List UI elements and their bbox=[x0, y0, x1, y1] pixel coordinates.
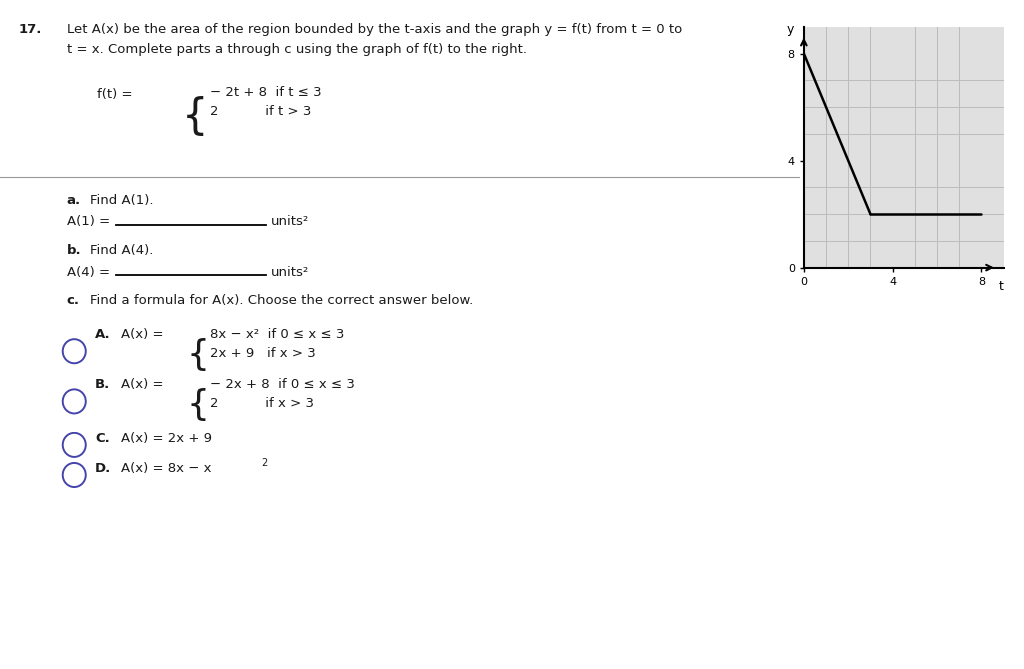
Text: y: y bbox=[786, 23, 795, 36]
Text: 17.: 17. bbox=[18, 23, 42, 36]
Text: a.: a. bbox=[67, 194, 81, 207]
Text: t = x. Complete parts a through c using the graph of f(t) to the right.: t = x. Complete parts a through c using … bbox=[67, 43, 526, 56]
Text: 8x − x²  if 0 ≤ x ≤ 3: 8x − x² if 0 ≤ x ≤ 3 bbox=[210, 328, 344, 341]
Text: A(4) =: A(4) = bbox=[67, 266, 114, 278]
Text: 2: 2 bbox=[261, 458, 267, 468]
Text: A.: A. bbox=[95, 328, 111, 341]
Text: 2x + 9   if x > 3: 2x + 9 if x > 3 bbox=[210, 347, 315, 359]
Text: 2           if x > 3: 2 if x > 3 bbox=[210, 397, 314, 409]
Text: Find A(4).: Find A(4). bbox=[90, 244, 154, 257]
Text: b.: b. bbox=[67, 244, 81, 257]
Text: c.: c. bbox=[67, 294, 80, 307]
Text: A(1) =: A(1) = bbox=[67, 215, 114, 228]
Text: − 2x + 8  if 0 ≤ x ≤ 3: − 2x + 8 if 0 ≤ x ≤ 3 bbox=[210, 378, 354, 391]
Text: units²: units² bbox=[271, 215, 309, 228]
Text: {: { bbox=[182, 96, 209, 138]
Text: D.: D. bbox=[95, 462, 112, 474]
Text: t: t bbox=[998, 280, 1004, 293]
Text: C.: C. bbox=[95, 432, 110, 444]
Text: A(x) =: A(x) = bbox=[121, 328, 164, 341]
Text: Find a formula for A(x). Choose the correct answer below.: Find a formula for A(x). Choose the corr… bbox=[90, 294, 473, 307]
Text: units²: units² bbox=[271, 266, 309, 278]
Text: A(x) =: A(x) = bbox=[121, 378, 164, 391]
Text: Find A(1).: Find A(1). bbox=[90, 194, 154, 207]
Text: Let A(x) be the area of the region bounded by the t-axis and the graph y = f(t) : Let A(x) be the area of the region bound… bbox=[67, 23, 682, 36]
Text: A(x) = 2x + 9: A(x) = 2x + 9 bbox=[121, 432, 212, 444]
Text: f(t) =: f(t) = bbox=[97, 88, 133, 101]
Text: A(x) = 8x − x: A(x) = 8x − x bbox=[121, 462, 211, 474]
Text: − 2t + 8  if t ≤ 3: − 2t + 8 if t ≤ 3 bbox=[210, 86, 322, 98]
Text: 2           if t > 3: 2 if t > 3 bbox=[210, 105, 311, 118]
Text: {: { bbox=[186, 338, 209, 372]
Text: B.: B. bbox=[95, 378, 111, 391]
Text: {: { bbox=[186, 388, 209, 422]
